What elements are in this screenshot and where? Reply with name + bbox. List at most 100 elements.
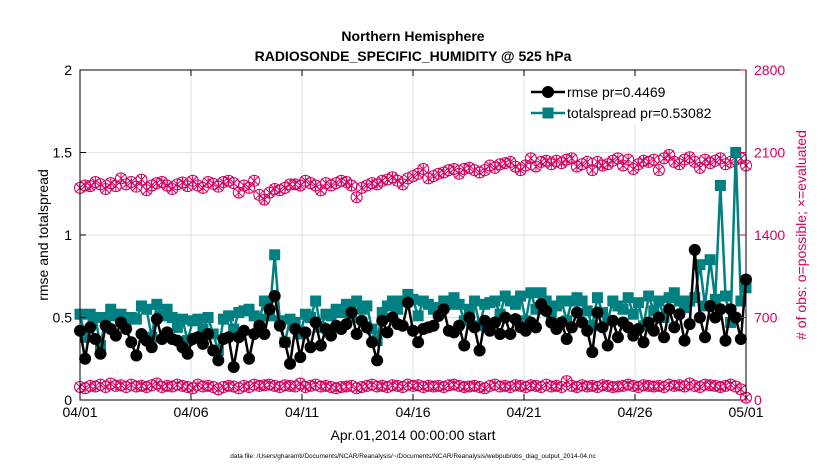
totalspread-point: [638, 320, 650, 332]
totalspread-point: [673, 295, 685, 307]
y2-tick-label: 0: [754, 392, 762, 408]
x-tick-label: 05/01: [728, 404, 763, 420]
rmse-point: [453, 319, 466, 332]
legend-totalspread-label: totalspread pr=0.53082: [567, 105, 712, 121]
rmse-point: [407, 324, 419, 337]
obs-evaluated-marker: [525, 152, 536, 164]
rmse-point: [729, 311, 742, 324]
rmse-point: [647, 324, 660, 337]
rmse-point: [94, 347, 107, 360]
obs-evaluated-marker: [664, 149, 675, 161]
rmse-point: [401, 296, 414, 309]
rmse-point: [673, 308, 686, 321]
rmse-point: [560, 332, 573, 345]
totalspread-point: [632, 297, 644, 309]
totalspread-point: [151, 298, 163, 310]
x-tick-label: 04/26: [617, 404, 652, 420]
totalspread-point: [586, 320, 598, 332]
rmse-point: [145, 341, 158, 354]
obs-evaluated-marker: [695, 162, 705, 174]
totalspread-point: [714, 180, 726, 191]
rmse-point: [658, 331, 671, 344]
totalspread-point: [576, 295, 588, 307]
totalspread-point: [156, 310, 168, 322]
totalspread-point: [387, 295, 399, 307]
totalspread-point: [376, 307, 388, 319]
rmse-point: [243, 352, 256, 365]
rmse-point: [555, 316, 568, 329]
totalspread-point: [115, 308, 127, 320]
rmse-point: [688, 243, 701, 256]
rmse-point: [237, 324, 250, 337]
y2-tick-label: 1400: [754, 227, 785, 243]
totalspread-point: [679, 302, 691, 314]
rmse-point: [150, 313, 163, 326]
rmse-point: [693, 311, 706, 324]
totalspread-point: [530, 303, 542, 315]
rmse-point: [652, 311, 665, 324]
totalspread-point: [689, 292, 701, 304]
rmse-point: [458, 339, 471, 352]
rmse-point: [678, 334, 691, 347]
rmse-point: [478, 314, 491, 327]
totalspread-point: [591, 292, 603, 304]
totalspread-point: [709, 293, 721, 305]
rmse-point: [340, 318, 353, 331]
totalspread-point: [525, 287, 537, 299]
rmse-point: [540, 304, 553, 317]
rmse-point: [345, 306, 358, 319]
totalspread-point: [105, 303, 117, 315]
totalspread-point: [166, 312, 178, 323]
totalspread-point: [310, 295, 322, 307]
totalspread-point: [228, 323, 240, 335]
obs-evaluated-marker: [131, 181, 142, 193]
obs-evaluated-marker: [613, 152, 623, 164]
totalspread-point: [668, 287, 680, 299]
x-axis-label: Apr.01,2014 00:00:00 start: [330, 427, 495, 443]
rmse-point: [719, 334, 732, 347]
totalspread-point: [305, 312, 317, 323]
totalspread-point: [443, 298, 455, 310]
y-tick-label: 2: [64, 62, 72, 78]
totalspread-point: [243, 303, 255, 315]
rmse-point: [268, 290, 281, 303]
totalspread-point: [223, 310, 235, 322]
rmse-point: [207, 344, 220, 357]
legend-box: [528, 77, 742, 125]
x-tick-label: 04/21: [506, 404, 541, 420]
chart-title: Northern Hemisphere: [341, 28, 484, 44]
totalspread-point: [161, 303, 173, 315]
totalspread-point: [192, 313, 204, 325]
y-tick-label: 0: [64, 392, 72, 408]
rmse-point: [109, 329, 122, 342]
rmse-point: [581, 324, 594, 337]
totalspread-point: [361, 300, 373, 312]
rmse-point: [586, 346, 599, 359]
rmse-point: [263, 303, 276, 316]
y-tick-label: 1: [64, 227, 72, 243]
rmse-point: [125, 336, 138, 349]
rmse-point: [591, 306, 604, 319]
rmse-point: [611, 331, 624, 344]
rmse-point: [181, 347, 194, 360]
rmse-point: [699, 331, 712, 344]
totalspread-point: [463, 303, 475, 315]
rmse-point: [89, 332, 102, 345]
y2-tick-label: 2800: [754, 62, 785, 78]
obs-evaluated-marker: [648, 154, 659, 166]
totalspread-point: [509, 298, 521, 310]
totalspread-point: [720, 290, 732, 302]
totalspread-point: [289, 316, 301, 328]
legend: rmse pr=0.4469 totalspread pr=0.53082: [528, 77, 742, 125]
rmse-point: [734, 332, 747, 345]
obs-evaluated-marker: [228, 177, 239, 189]
rmse-point: [366, 336, 379, 349]
rmse-point: [284, 357, 297, 370]
totalspread-point: [176, 313, 188, 325]
totalspread-point: [730, 147, 742, 158]
obs-evaluated-marker: [351, 191, 362, 203]
obs-evaluated-marker: [233, 187, 244, 199]
totalspread-point: [556, 295, 568, 307]
rmse-point: [488, 316, 501, 329]
